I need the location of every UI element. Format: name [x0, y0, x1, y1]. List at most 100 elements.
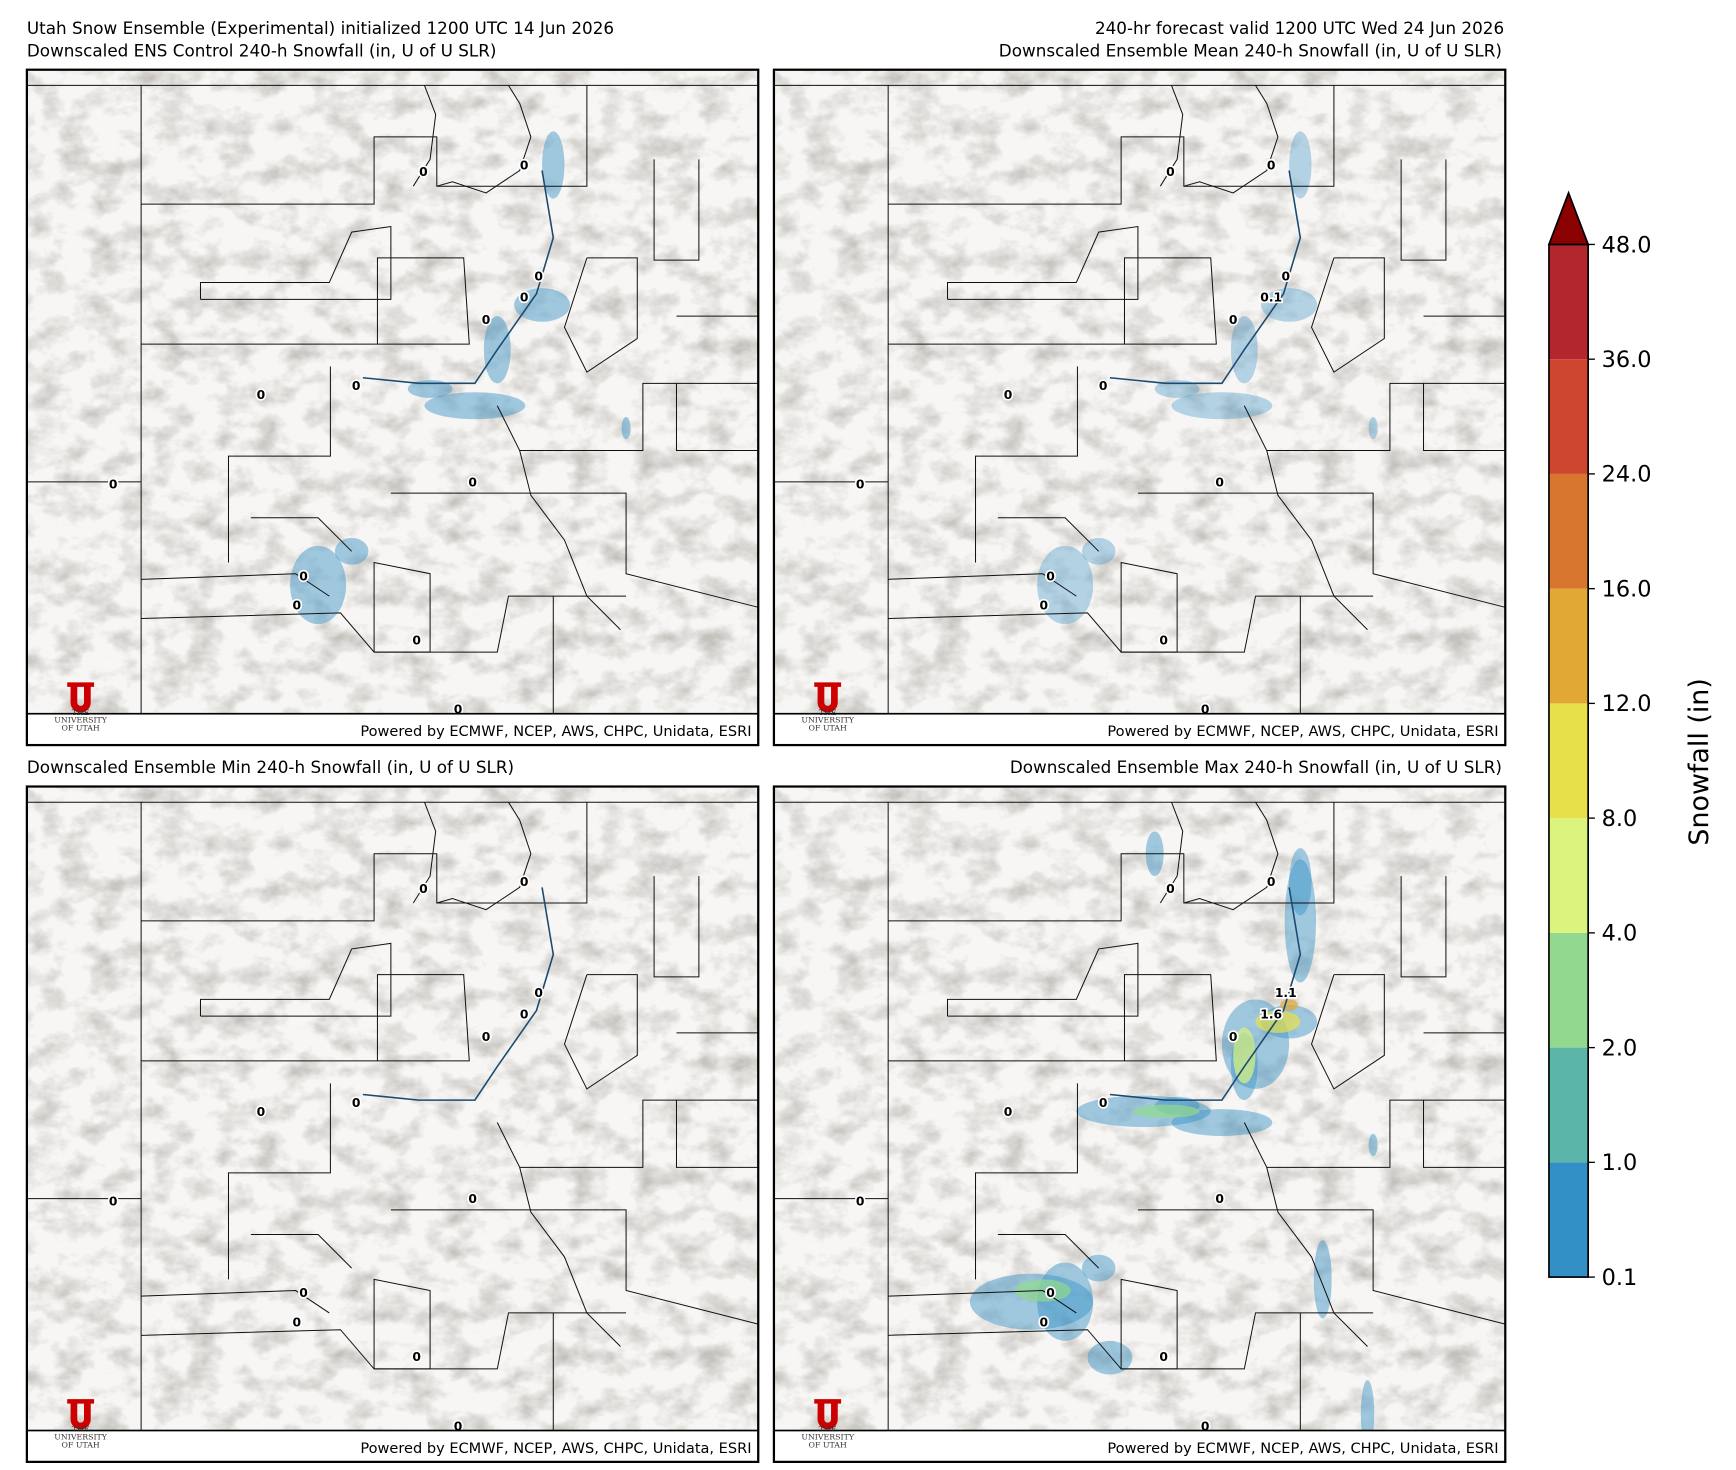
river	[362, 170, 555, 385]
point-label: 0	[1159, 1350, 1168, 1364]
border	[1159, 85, 1184, 187]
snow-area	[1081, 537, 1116, 565]
colorbar-tick-label: 2.0	[1602, 1035, 1638, 1061]
snow-area	[1087, 1340, 1133, 1375]
colorbar-segment	[1548, 1047, 1589, 1163]
border	[519, 1099, 759, 1168]
colorbar-segment	[1548, 818, 1589, 933]
snow-area	[1255, 1010, 1301, 1033]
colorbar-tick-label: 12.0	[1602, 691, 1652, 717]
point-label: 0	[482, 1030, 491, 1044]
river	[1109, 887, 1302, 1101]
logo-text: OF UTAH	[809, 1440, 847, 1449]
border	[412, 85, 437, 187]
border	[888, 595, 1374, 653]
snow-area	[514, 288, 571, 322]
point-label: 0	[520, 291, 529, 305]
logo-text: THE	[72, 708, 90, 717]
snow-area	[1037, 545, 1094, 625]
colorbar-tick-label: 0.1	[1602, 1265, 1638, 1291]
hillshade	[26, 69, 759, 746]
logo-text: THE	[72, 1425, 90, 1434]
border	[1400, 876, 1447, 978]
colorbar-tick-label: 1.0	[1602, 1150, 1638, 1176]
border	[1137, 492, 1506, 608]
border	[888, 1312, 1374, 1370]
hillshade	[773, 786, 1506, 1462]
snow-area	[1233, 1027, 1256, 1084]
colorbar-label: Snowfall (in)	[1684, 678, 1715, 845]
logo-text: UNIVERSITY	[54, 1432, 107, 1441]
snow-area	[1289, 131, 1312, 199]
point-label: 0	[468, 475, 477, 489]
hillshade	[26, 786, 759, 1462]
border	[1243, 405, 1368, 631]
point-label: 0	[352, 379, 361, 393]
panel-frame	[25, 68, 760, 747]
panels: 0 0 0 0 0 0 0 0 0 0 0 0 0 Powered by ECMWF, NCEP, AWS…	[25, 40, 1507, 1463]
point-label: 0	[1166, 165, 1175, 179]
point-label: 0	[419, 165, 428, 179]
map-panel: 0 0 1.1 1.6 0 0 0 0 0 0 0 0 0 Powered by ECMWF, NCEP,…	[772, 757, 1507, 1463]
credit-strip	[26, 712, 759, 746]
point-label: 0	[1267, 875, 1276, 889]
border	[141, 573, 330, 597]
point-label: 0	[534, 269, 543, 283]
point-label: 0	[257, 1105, 266, 1119]
panel-title: Downscaled Ensemble Max 240-h Snowfall (…	[1010, 757, 1502, 777]
snow-area	[290, 545, 347, 625]
point-label: 0	[1201, 703, 1210, 717]
border	[141, 802, 588, 922]
point-label: 0	[1046, 1286, 1055, 1300]
point-label: 0	[1267, 158, 1276, 172]
colorbar-segment	[1548, 1162, 1589, 1278]
credit-strip	[773, 1429, 1506, 1462]
point-label: 0	[1159, 633, 1168, 647]
colorbar-segment	[1548, 473, 1589, 589]
border	[199, 225, 392, 300]
point-label: 0	[1099, 1096, 1108, 1110]
credit: Powered by ECMWF, NCEP, AWS, CHPC, Unida…	[360, 1440, 751, 1457]
map-area: 0 0 0 0.1 0 0 0 0 0 0 0 0 0 Powered by ECMWF, NCEP, A…	[773, 69, 1506, 746]
colorbar-segment	[1548, 588, 1589, 704]
border	[653, 876, 700, 978]
point-label: 0	[1040, 599, 1049, 613]
colorbar-tick-label: 48.0	[1602, 232, 1652, 258]
point-label: 0	[534, 986, 543, 1000]
point-label: 0	[482, 313, 491, 327]
border	[1243, 1122, 1368, 1347]
border	[563, 974, 638, 1090]
point-label: 0	[1229, 313, 1238, 327]
border	[1120, 561, 1178, 653]
border	[997, 1234, 1100, 1269]
colorbar-segment	[1548, 703, 1589, 819]
header-left: Utah Snow Ensemble (Experimental) initia…	[27, 18, 614, 38]
panel-title: Downscaled Ensemble Min 240-h Snowfall (…	[27, 757, 514, 777]
logo-text: UNIVERSITY	[801, 1432, 854, 1441]
border	[250, 1234, 353, 1269]
snow-area	[1154, 379, 1200, 398]
colorbar-segment	[1548, 244, 1589, 360]
logo-u	[814, 1399, 842, 1430]
colorbar-segment	[1548, 359, 1589, 474]
snow-area	[1261, 288, 1318, 322]
colorbar-frame	[1548, 243, 1590, 1278]
snow-area	[1284, 859, 1316, 983]
logo-text: THE	[819, 708, 837, 717]
point-label: 0	[454, 703, 463, 717]
point-label: 0	[1099, 379, 1108, 393]
border	[496, 1122, 621, 1347]
logo-u	[814, 682, 842, 713]
border	[390, 492, 759, 608]
border	[199, 942, 392, 1017]
border	[1310, 257, 1385, 373]
point-label: 0	[1004, 388, 1013, 402]
border	[436, 85, 532, 194]
map-panel: 0 0 0 0.1 0 0 0 0 0 0 0 0 0 Powered by ECMWF, NCEP, A…	[772, 40, 1507, 747]
point-label: 0	[468, 1192, 477, 1206]
border	[1123, 257, 1217, 345]
point-label: 0	[109, 1194, 118, 1208]
border	[888, 1290, 1077, 1314]
point-label: 0	[257, 388, 266, 402]
